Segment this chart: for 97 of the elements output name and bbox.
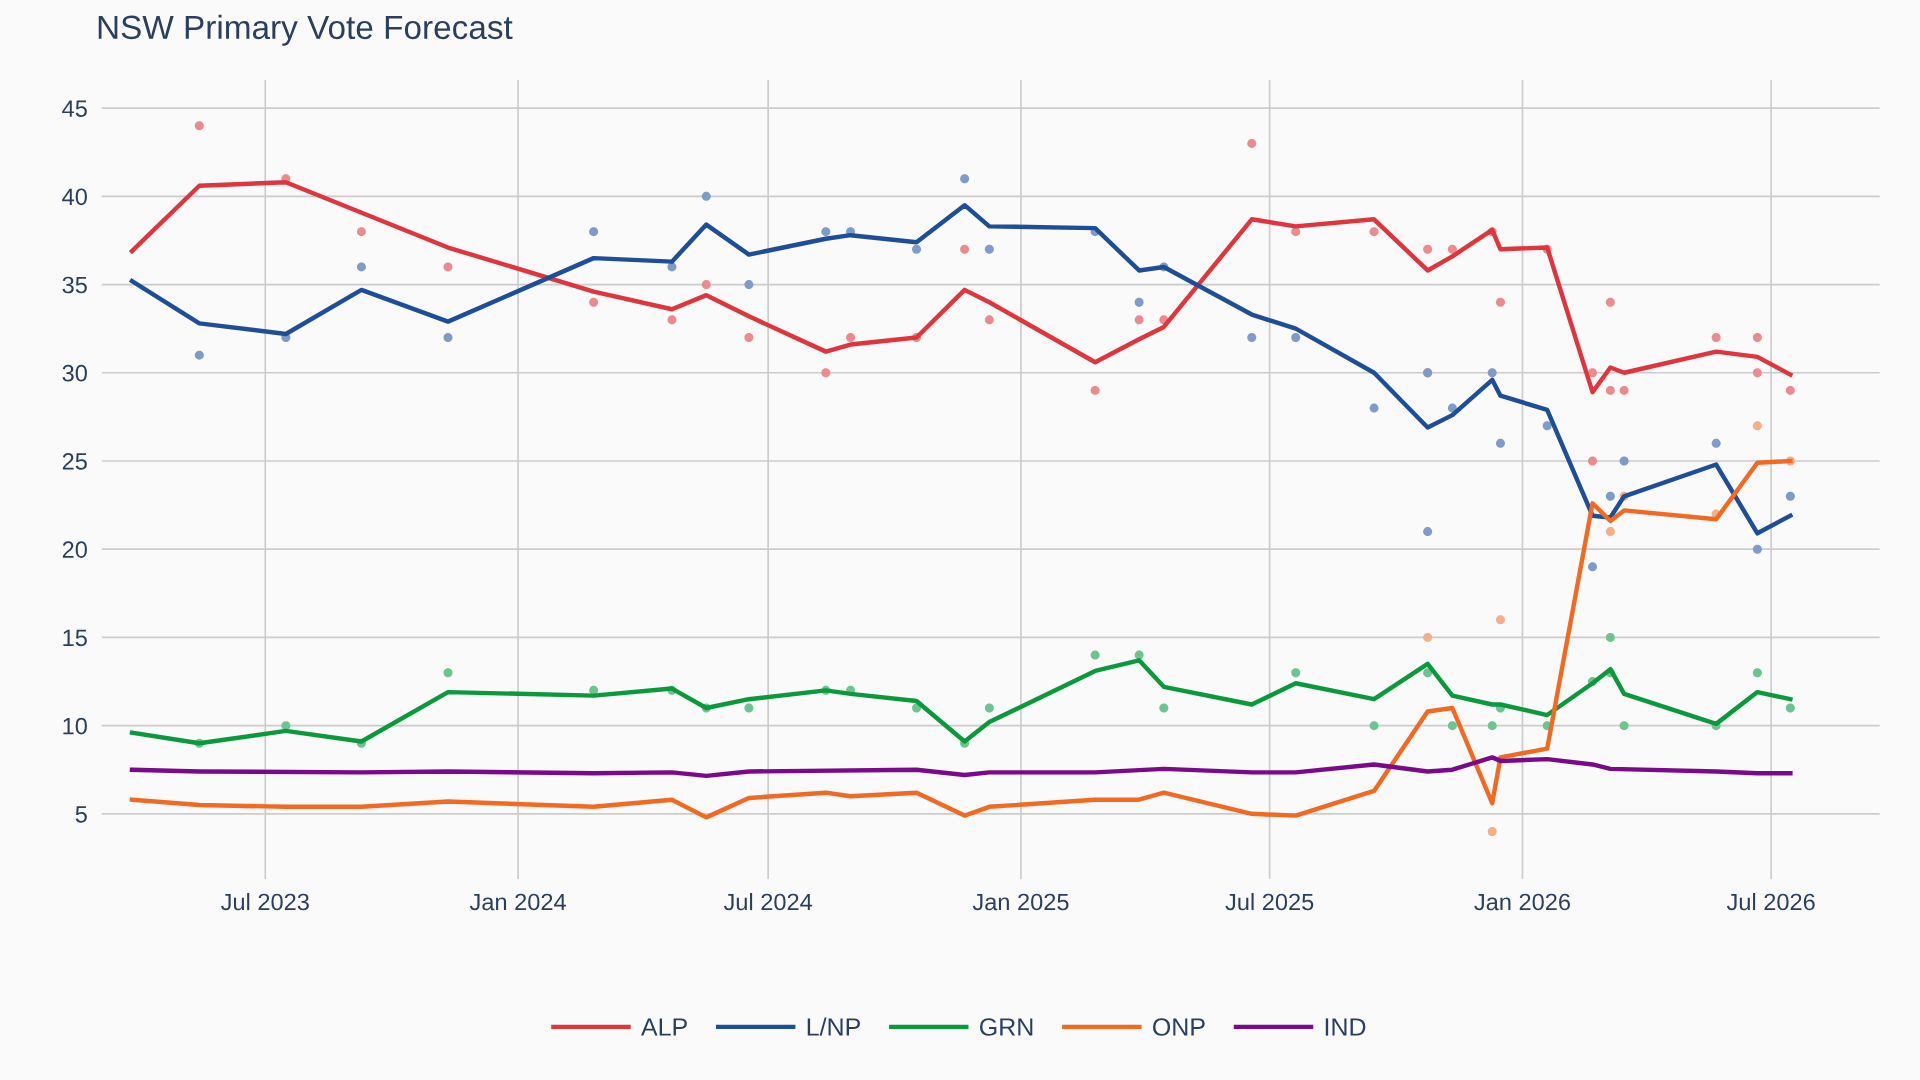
point: [1588, 456, 1598, 466]
point: [846, 333, 856, 342]
y-tick-label: 40: [62, 188, 87, 206]
point: [744, 280, 754, 290]
point: [1542, 421, 1552, 431]
point: [984, 244, 994, 254]
point: [194, 121, 204, 131]
point: [1619, 721, 1629, 731]
x-tick-label: Jan 2024: [469, 893, 566, 911]
point: [1752, 368, 1762, 378]
point: [443, 262, 453, 272]
point: [1752, 421, 1762, 431]
point: [1423, 632, 1433, 642]
point: [1447, 721, 1457, 731]
point: [1159, 703, 1169, 713]
line-series: [129, 202, 1793, 536]
point: [1423, 668, 1433, 678]
y-tick-label: 10: [63, 717, 87, 735]
point: [1785, 703, 1795, 713]
point: [701, 280, 711, 290]
point: [1487, 721, 1497, 731]
point: [1134, 650, 1144, 660]
point: [984, 703, 994, 713]
legend-label: ALP: [640, 1018, 687, 1036]
point: [1369, 227, 1379, 237]
point: [1605, 385, 1615, 395]
point: [960, 244, 970, 254]
point: [1711, 438, 1721, 448]
x-tick-label: Jul 2025: [1225, 893, 1314, 911]
y-tick-label: 5: [75, 806, 87, 823]
y-tick-label: 35: [62, 276, 87, 294]
point: [1495, 615, 1505, 625]
point: [1291, 333, 1301, 342]
point: [1247, 333, 1257, 342]
point: [1487, 826, 1497, 836]
point: [667, 315, 677, 325]
point: [1291, 668, 1301, 678]
point: [1605, 491, 1615, 501]
point: [1752, 333, 1762, 342]
legend-label: GRN: [980, 1018, 1033, 1036]
point: [443, 333, 453, 342]
point: [1423, 527, 1433, 537]
line-series: [129, 755, 1793, 779]
point: [1090, 385, 1100, 395]
point: [1605, 297, 1615, 307]
point: [960, 174, 970, 184]
point: [821, 227, 831, 237]
legend-label: IND: [1325, 1018, 1366, 1036]
point: [1495, 438, 1505, 448]
point: [356, 227, 366, 237]
point: [443, 668, 453, 678]
point: [1619, 456, 1629, 466]
point: [1588, 368, 1598, 378]
y-tick-label: 45: [62, 100, 87, 117]
point: [1487, 368, 1497, 378]
point: [589, 227, 599, 237]
point: [1134, 315, 1144, 325]
point: [744, 333, 754, 342]
point: [1495, 297, 1505, 307]
legend-label: L/NP: [807, 1017, 860, 1036]
point: [1752, 668, 1762, 678]
point: [1785, 491, 1795, 501]
point: [1711, 333, 1721, 342]
point: [1588, 562, 1598, 572]
point: [1247, 138, 1257, 148]
point: [194, 350, 204, 360]
point: [1447, 244, 1457, 254]
point: [1369, 721, 1379, 731]
point: [1605, 632, 1615, 642]
x-tick-label: Jan 2025: [972, 893, 1069, 911]
point: [1090, 650, 1100, 660]
point: [1752, 544, 1762, 554]
point: [1785, 385, 1795, 395]
line-series: [129, 458, 1793, 820]
y-tick-label: 30: [62, 364, 87, 382]
y-tick-label: 20: [62, 541, 87, 558]
point: [589, 297, 599, 307]
point: [912, 244, 922, 254]
y-tick-label: 15: [63, 629, 87, 647]
legend-label: ONP: [1153, 1018, 1205, 1036]
point: [1423, 244, 1433, 254]
x-tick-label: Jul 2023: [221, 893, 309, 911]
point: [1291, 227, 1301, 237]
point: [744, 703, 754, 713]
point: [701, 191, 711, 201]
y-tick-label: 25: [62, 453, 87, 470]
x-tick-label: Jul 2024: [723, 893, 813, 911]
point: [356, 262, 366, 272]
point: [1369, 403, 1379, 413]
point: [1605, 527, 1615, 537]
point: [984, 315, 994, 325]
x-tick-label: Jul 2026: [1726, 893, 1815, 911]
point: [1134, 297, 1144, 307]
x-tick-label: Jan 2026: [1474, 893, 1570, 911]
point: [1619, 385, 1629, 395]
chart-title: NSW Primary Vote Forecast: [98, 14, 513, 46]
point: [821, 368, 831, 378]
